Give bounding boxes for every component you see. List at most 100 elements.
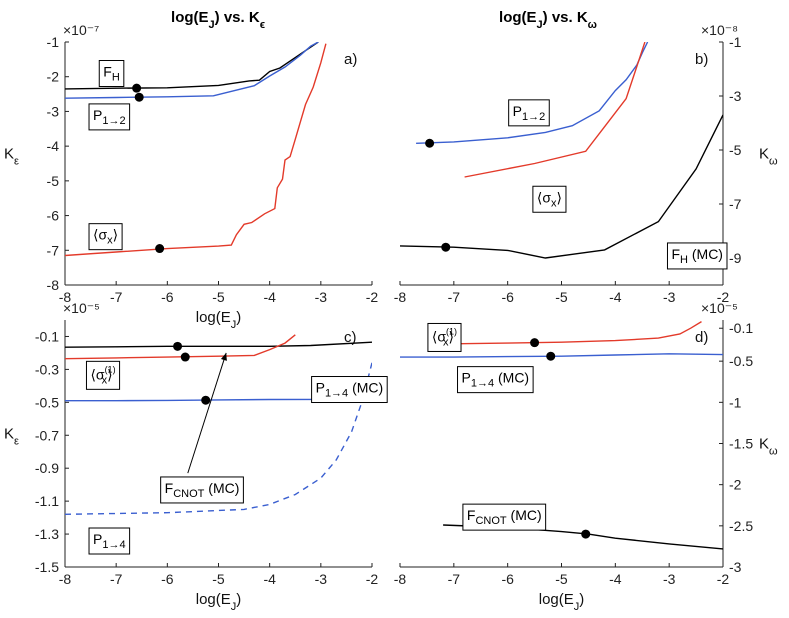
y-axis-label: Kε <box>4 426 19 448</box>
y-tick-label: -5 <box>47 173 60 189</box>
panel-b: -8 -7 -6 -5 -4 -3 -2 -1 -3 -5 -7 -9 ×10⁻⁸ b) log(EJ) v… <box>394 9 778 305</box>
x-tick-label: -8 <box>394 571 407 587</box>
series-label: P1→4 <box>88 527 131 555</box>
x-tick-label: -7 <box>110 571 123 587</box>
series-label-text: P1→2 <box>93 107 126 127</box>
y-axis-label: Kω <box>759 146 778 168</box>
x-tick-label: -2 <box>717 289 730 305</box>
chart-title: log(EJ) vs. Kϵ <box>171 9 265 31</box>
series-label: FCNOT (MC) <box>160 476 244 504</box>
exponent-label: ×10⁻⁵ <box>63 300 100 316</box>
series-label-box <box>457 366 534 394</box>
y-tick-label: -7 <box>47 242 60 258</box>
x-tick-label: -2 <box>366 571 379 587</box>
y-tick-label: -1 <box>47 34 60 50</box>
series-label-text: P1→4 (MC) <box>316 380 384 400</box>
series-label: ⟨σx⟩ <box>532 185 567 213</box>
series-line <box>65 341 372 348</box>
series-label-text: P1→4 (MC) <box>462 370 530 390</box>
annotation-arrow <box>187 352 227 474</box>
exponent-label: ×10⁻⁸ <box>701 22 738 38</box>
panel-a: -8 -7 -6 -5 -4 -3 -2 -1 -2 -3 -4 -5 -6 -7 -8 ×10⁻⁷ a) log… <box>4 9 378 331</box>
panel-c: -8 -7 -6 -5 -4 -3 -2 -0.1 -0.3 -0.5 -0.7 -0.9 -1.1 -1… <box>4 300 388 613</box>
series-label-box <box>98 60 125 88</box>
series-line <box>443 321 702 345</box>
y-tick-label: -8 <box>47 277 60 293</box>
y-tick-label: -7 <box>729 196 742 212</box>
series-label-box <box>88 527 131 555</box>
y-tick-label: -0.9 <box>35 460 59 476</box>
x-tick-label: -2 <box>717 571 730 587</box>
series-marker <box>132 83 142 93</box>
series-marker <box>581 529 591 539</box>
y-tick-label: -4 <box>47 138 60 154</box>
y-axis-label: Kε <box>4 146 19 168</box>
series-marker <box>546 351 556 361</box>
series-line <box>65 362 372 515</box>
series-label-box <box>508 99 550 127</box>
series-label-text: FCNOT (MC) <box>165 480 240 500</box>
x-tick-label: -2 <box>366 289 379 305</box>
series-label-text: FCNOT (MC) <box>467 507 542 527</box>
series-marker <box>441 242 451 252</box>
y-tick-label: -2.5 <box>729 518 753 534</box>
series-label: ⟨σ(1) x⟩ <box>85 360 121 390</box>
exponent-label: ×10⁻⁵ <box>701 300 738 316</box>
series-label-text: ⟨σx⟩ <box>93 227 118 247</box>
exponent-label: ×10⁻⁷ <box>63 22 99 38</box>
y-tick-label: -1.5 <box>729 436 753 452</box>
x-tick-label: -7 <box>448 289 461 305</box>
x-tick-label: -6 <box>501 289 514 305</box>
series-label: P1→2 <box>88 103 131 131</box>
x-tick-label: -4 <box>263 289 276 305</box>
series-label-box <box>88 103 131 131</box>
panel-letter: d) <box>695 329 708 346</box>
x-tick-label: -4 <box>609 289 622 305</box>
y-tick-label: -1 <box>729 34 742 50</box>
series-label: P1→4 (MC) <box>311 376 388 404</box>
x-tick-label: -7 <box>110 289 123 305</box>
series-label-text: P1→4 <box>93 531 126 551</box>
series-line <box>65 43 327 257</box>
x-tick-label: -4 <box>263 571 276 587</box>
series-label-box <box>88 223 123 251</box>
series-label-text: ⟨σ(1) x⟩ <box>432 326 457 348</box>
y-tick-label: -0.5 <box>729 353 753 369</box>
series-label-box <box>427 322 462 352</box>
series-label-text: FH <box>103 64 120 84</box>
y-tick-label: -0.1 <box>729 320 753 336</box>
y-tick-label: -2 <box>729 477 742 493</box>
panel-d: -8 -7 -6 -5 -4 -3 -2-0.1-0.5-1-1.5-2-2.5-3×10⁻… <box>394 300 778 613</box>
series-line <box>416 42 649 144</box>
series-marker <box>425 138 435 148</box>
y-tick-label: -1.1 <box>35 493 59 509</box>
arrow-head <box>220 352 227 361</box>
series-marker <box>201 395 211 405</box>
x-tick-label: -3 <box>663 289 676 305</box>
series-marker <box>173 341 183 351</box>
series-label-text: FH (MC) <box>671 246 723 266</box>
x-axis-label: log(EJ) <box>196 309 242 331</box>
series-marker <box>155 244 165 254</box>
x-tick-label: -3 <box>315 289 328 305</box>
series-marker <box>134 92 144 102</box>
x-tick-label: -3 <box>315 571 328 587</box>
series-label-box <box>85 360 121 390</box>
y-tick-label: -1 <box>729 394 742 410</box>
series-marker <box>180 352 190 362</box>
x-tick-label: -6 <box>501 571 514 587</box>
y-tick-label: -5 <box>729 142 742 158</box>
y-tick-label: -9 <box>729 250 742 266</box>
series-line <box>65 334 296 360</box>
x-tick-label: -4 <box>609 571 622 587</box>
series-label: FH (MC) <box>666 242 728 270</box>
series-label: FH <box>98 60 125 88</box>
y-tick-label: -0.1 <box>35 328 59 344</box>
x-tick-label: -3 <box>663 571 676 587</box>
series-label-box <box>160 476 244 504</box>
y-tick-label: -0.3 <box>35 361 59 377</box>
series-line <box>464 42 646 178</box>
y-tick-label: -1.3 <box>35 526 59 542</box>
x-tick-label: -5 <box>555 289 568 305</box>
